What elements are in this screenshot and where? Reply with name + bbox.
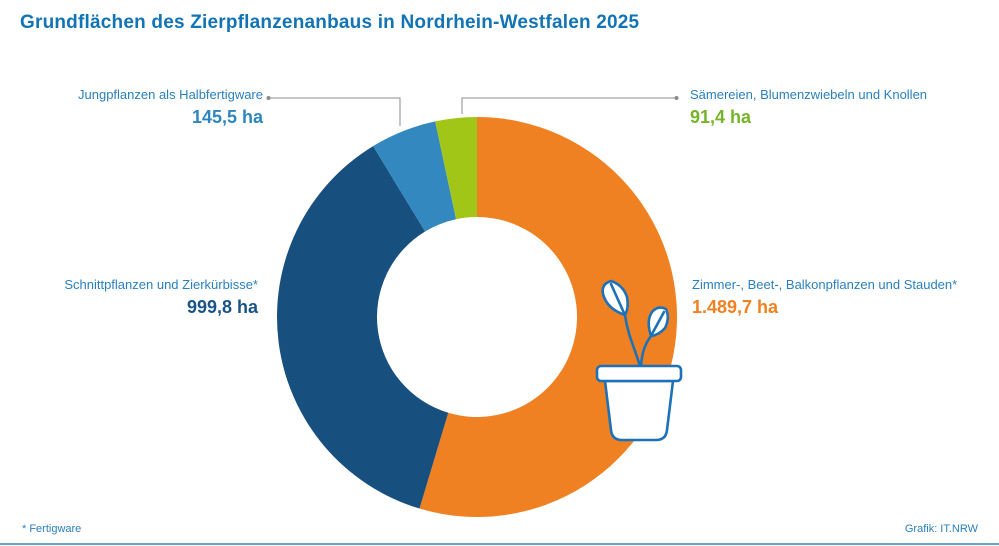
callout-value: 145,5 ha	[191, 107, 263, 128]
donut-segment	[435, 117, 477, 220]
callout-label: Sämereien, Blumenzwiebeln und Knollen	[690, 87, 928, 102]
donut-segments	[276, 117, 678, 518]
plant-stem-right-icon	[639, 334, 653, 368]
plant-pot-icon	[595, 279, 683, 442]
callout-label: Zimmer-, Beet-, Balkonpflanzen und Staud…	[692, 277, 958, 292]
leader-lines	[270, 97, 675, 126]
plant-stem-left-icon	[623, 313, 642, 368]
pot-rim-icon	[595, 364, 683, 383]
callout-value: 91,4 ha	[690, 107, 752, 128]
plant-leaf-small-midrib-icon	[650, 310, 666, 336]
credit: Grafik: IT.NRW	[904, 523, 978, 535]
callout-label: Schnittpflanzen und Zierkürbisse*	[64, 277, 258, 292]
callout-jungpflanzen: Jungpflanzen als Halbfertigware 145,5 ha	[78, 87, 263, 129]
footnote: * Fertigware	[22, 523, 82, 535]
donut-segment	[276, 146, 449, 509]
pot-body-icon	[603, 379, 675, 442]
callout-zimmerpflanzen: Zimmer-, Beet-, Balkonpflanzen und Staud…	[692, 277, 957, 319]
donut-segment	[373, 121, 457, 232]
callout-label: Jungpflanzen als Halbfertigware	[78, 87, 263, 102]
bottom-rule	[0, 543, 999, 545]
callout-schnittpflanzen: Schnittpflanzen und Zierkürbisse* 999,8 …	[64, 277, 258, 319]
callout-value: 1.489,7 ha	[692, 297, 779, 318]
plant-leaf-large-midrib-icon	[609, 282, 626, 315]
leader-dot	[266, 96, 271, 100]
leader-line-jungpflanzen	[270, 97, 401, 126]
chart-title: Grundflächen des Zierpflanzenanbaus in N…	[20, 12, 640, 33]
leader-dot	[674, 96, 679, 100]
leader-line-saemereien	[461, 97, 675, 114]
callout-value: 999,8 ha	[186, 297, 258, 318]
callout-saemereien: Sämereien, Blumenzwiebeln und Knollen 91…	[690, 87, 927, 129]
